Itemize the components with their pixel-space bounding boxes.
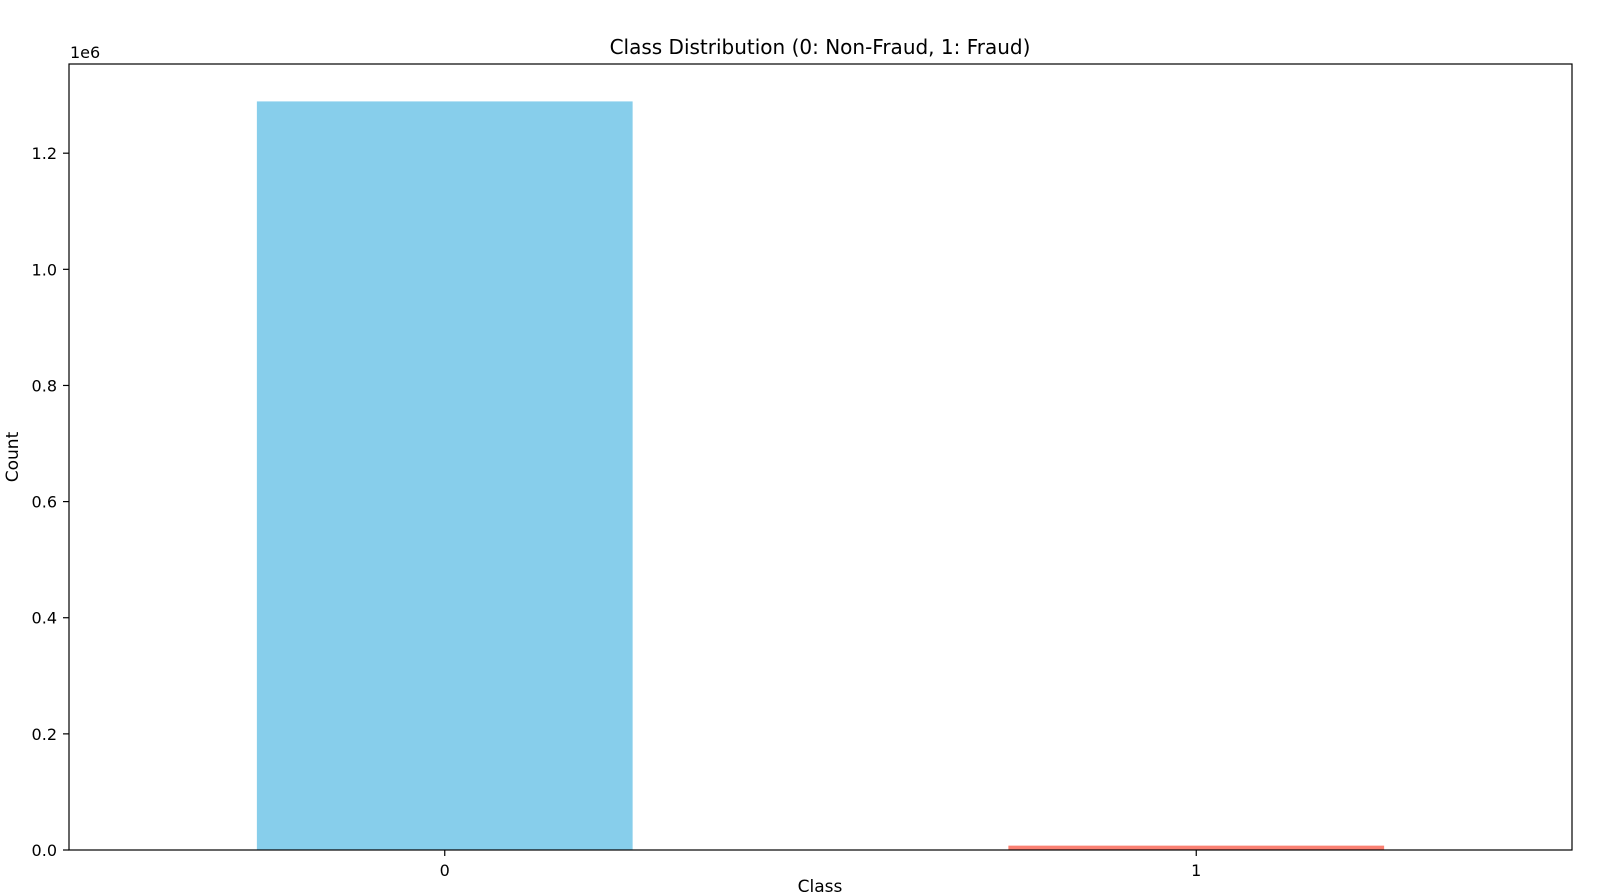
x-tick-label: 0: [440, 861, 450, 880]
y-tick-label: 1.0: [32, 260, 57, 279]
chart-title: Class Distribution (0: Non-Fraud, 1: Fra…: [610, 35, 1031, 59]
y-tick-label: 0.0: [32, 841, 57, 860]
y-tick-label: 0.8: [32, 376, 57, 395]
x-axis-label: Class: [798, 877, 843, 895]
y-tick-label: 0.6: [32, 493, 57, 512]
x-tick-label: 1: [1191, 861, 1201, 880]
bar-class-1: [1008, 845, 1385, 850]
plot-frame: [68, 63, 1573, 851]
bar-class-0: [256, 101, 633, 850]
y-tick-label: 0.2: [32, 725, 57, 744]
bars-group: [256, 101, 1385, 850]
y-axis-ticks: 0.0 0.2 0.4 0.6 0.8 1.0 1.2: [32, 144, 69, 860]
y-axis-label: Count: [3, 431, 23, 482]
y-tick-label: 1.2: [32, 144, 57, 163]
y-scale-label: 1e6: [70, 43, 100, 62]
y-tick-label: 0.4: [32, 609, 57, 628]
